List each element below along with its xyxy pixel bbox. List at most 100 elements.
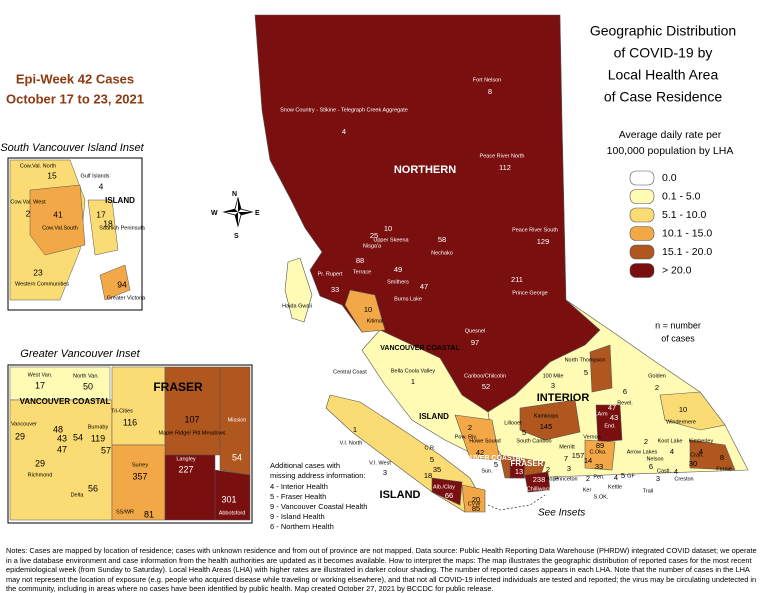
- see-insets: See Insets: [538, 508, 585, 519]
- lha-cases: 47: [420, 282, 428, 291]
- lha-cases: 14: [584, 456, 592, 465]
- additional-item: 9 - Vancouver Coastal Health: [270, 502, 367, 511]
- lha-cases: 357: [132, 471, 147, 481]
- legend-swatch: [629, 263, 655, 278]
- lha-cases: 47: [57, 444, 67, 454]
- title: of Case Residence: [604, 89, 723, 105]
- lha-cases: 54: [73, 432, 83, 442]
- lha-cases: 49: [394, 265, 402, 274]
- lha-cases: 18: [103, 218, 113, 228]
- lha-cases: 20: [472, 495, 480, 504]
- lha-cases: 47: [608, 403, 616, 412]
- lha-cases: 3: [567, 464, 571, 473]
- region-label: VANCOUVER COASTAL: [20, 397, 111, 406]
- lha-name: Lillooet: [504, 420, 522, 426]
- lha-name: Cow.Val.South: [42, 225, 78, 231]
- lha-cases: 30: [689, 459, 697, 468]
- legend-label: 0.0: [662, 172, 677, 184]
- notes: Notes: Cases are mapped by location of r…: [6, 546, 757, 593]
- title: of COVID-19 by: [614, 45, 713, 61]
- legend-swatch: [629, 189, 655, 204]
- lha-cases: 5: [522, 428, 526, 437]
- inset-shape: [29, 184, 86, 256]
- lha-name: Western Communities: [15, 281, 69, 287]
- legend-title: Average daily rate per: [619, 129, 722, 141]
- lha-cases: 145: [540, 422, 553, 431]
- legend-label: 15.1 - 20.0: [662, 246, 712, 258]
- lha-name: Ker: [583, 487, 592, 493]
- lha-name: C.Oka.: [589, 449, 607, 455]
- inset-shape: [99, 264, 131, 301]
- lha-name: Hope: [545, 476, 558, 482]
- legend-title: 100,000 population by LHA: [607, 145, 734, 157]
- lha-cases: 23: [33, 267, 43, 277]
- lha-name: Cran.: [690, 452, 704, 458]
- additional-item: 9 - Island Health: [270, 512, 325, 521]
- lha-cases: 2: [586, 474, 590, 483]
- lha-cases: 3: [383, 468, 387, 477]
- lha-cases: 85: [472, 504, 480, 513]
- lha-name: Richmond: [28, 472, 53, 478]
- lha-cases: 97: [471, 338, 479, 347]
- inset-pointer: [487, 494, 546, 511]
- region-label: INTERIOR: [537, 392, 590, 404]
- lha-name: Upper Skeena: [373, 237, 409, 243]
- lha-name: Kettle: [608, 484, 622, 490]
- lha-cases: 4: [670, 447, 674, 456]
- lha-cases: 116: [123, 417, 137, 427]
- lha-cases: 54: [232, 452, 242, 462]
- lha-name: Pr. Rupert: [318, 271, 343, 277]
- place-label: S.OK.: [594, 494, 609, 500]
- lha-cases: 33: [595, 462, 603, 471]
- lha-name: Koot Lake: [658, 438, 683, 444]
- lha-name: Abbotsford: [219, 510, 246, 516]
- lha-cases: 88: [356, 256, 364, 265]
- lha-name: SS/WR: [116, 509, 134, 515]
- lha-cases: 5: [584, 368, 588, 377]
- lha-cases: 7: [564, 454, 568, 463]
- lha-name: Howe Sound: [469, 438, 501, 444]
- lha-cases: 58: [438, 235, 446, 244]
- additional-item: 5 - Fraser Health: [270, 492, 326, 501]
- legend-note: n = number: [655, 320, 701, 330]
- subtitle: Epi-Week 42 Cases: [16, 71, 134, 86]
- lha-cases: 3: [656, 474, 660, 483]
- lha-name: Kimberley: [689, 438, 714, 444]
- lha-cases: 48: [53, 424, 63, 434]
- compass-label: E: [255, 210, 260, 217]
- lha-name: Fernie: [716, 466, 732, 472]
- lha-name: Delta: [71, 492, 85, 498]
- additional-item: 4 - Interior Health: [270, 482, 328, 491]
- lha-cases: 112: [499, 163, 511, 172]
- additional-item: 6 - Northern Health: [270, 522, 334, 531]
- lha-name: Peace River North: [480, 153, 525, 159]
- lha-cases: 2: [468, 423, 472, 432]
- map: N E S W South Vancouver Island Inset Gre…: [0, 14, 749, 531]
- lha-cases: 5: [494, 460, 498, 469]
- lha-name: Sun.: [481, 468, 493, 474]
- compass: [222, 196, 254, 228]
- region-label: ISLAND: [419, 412, 449, 421]
- title: Geographic Distribution: [590, 23, 736, 39]
- lha-cases: 10: [679, 405, 687, 414]
- lha-cases: 5: [430, 455, 434, 464]
- lha-cases: 42: [476, 448, 484, 457]
- lha-cases: 6: [649, 462, 653, 471]
- lha-cases: 211: [511, 275, 523, 284]
- region-label: NORTHERN: [394, 164, 456, 176]
- lha-name: Windermere: [666, 419, 696, 425]
- lha-name: Langley: [176, 456, 196, 462]
- subtitle: October 17 to 23, 2021: [6, 91, 144, 106]
- legend-label: 0.1 - 5.0: [662, 190, 701, 202]
- lha-cases: 2: [26, 208, 31, 218]
- lha-name: Greater Victoria: [107, 295, 146, 301]
- lha-name: Burnaby: [88, 424, 109, 430]
- region-label: ISLAND: [380, 489, 421, 501]
- lha-name: Alb./Clay: [433, 484, 455, 490]
- lha-name: Quesnel: [465, 328, 486, 334]
- lha-name: Pow. Riv.: [455, 434, 478, 440]
- lha-name: Mission: [228, 417, 247, 423]
- lha-cases: 107: [184, 414, 199, 424]
- lha-name: Smithers: [387, 279, 409, 285]
